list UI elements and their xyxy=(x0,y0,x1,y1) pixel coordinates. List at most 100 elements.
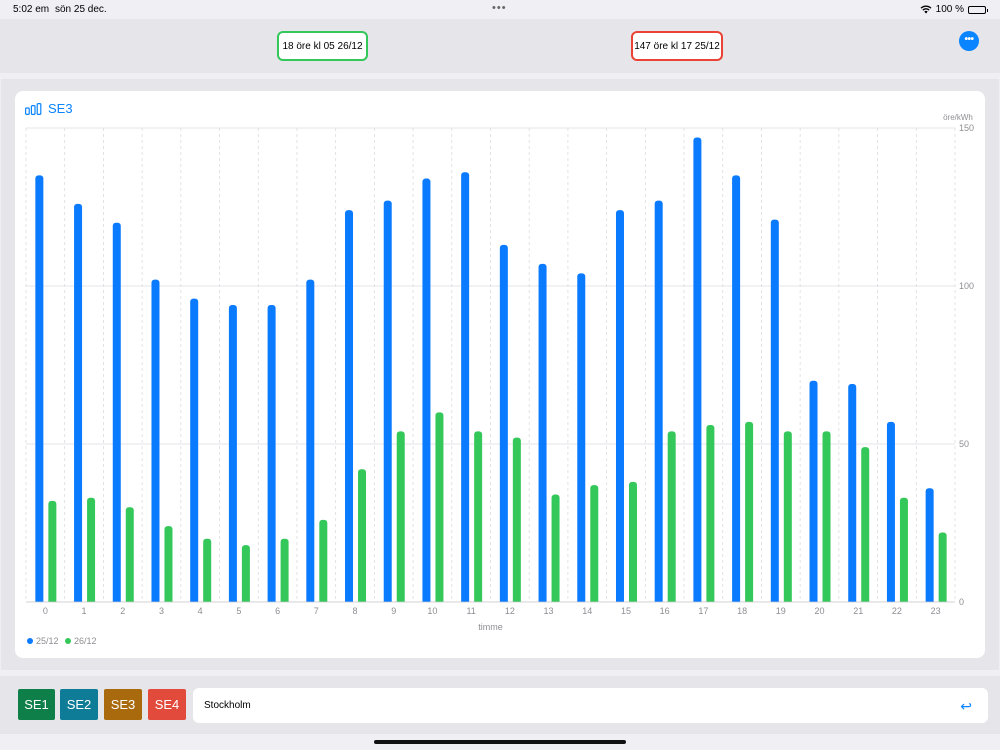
y-tick-label: 50 xyxy=(959,439,969,449)
min-price-badge: 18 öre kl 05 26/12 xyxy=(277,31,368,61)
region-button-se2[interactable]: SE2 xyxy=(60,689,98,720)
x-tick-label: 19 xyxy=(776,606,786,616)
bar-25-12-23 xyxy=(925,488,934,605)
bar-26-12-9 xyxy=(396,431,405,605)
x-tick-label: 5 xyxy=(236,606,241,616)
home-indicator[interactable] xyxy=(374,740,626,744)
legend-marker xyxy=(27,638,33,644)
bar-26-12-1 xyxy=(87,497,96,605)
bar-26-12-17 xyxy=(706,425,715,605)
baseline-mask xyxy=(26,602,955,606)
bar-25-12-4 xyxy=(190,298,199,605)
y-tick-label: 100 xyxy=(959,281,974,291)
bar-26-12-12 xyxy=(512,437,521,605)
status-bar: 5:02 em sön 25 dec. ••• 100 % xyxy=(0,0,1000,18)
x-tick-label: 13 xyxy=(544,606,554,616)
bar-26-12-0 xyxy=(48,500,57,605)
x-tick-label: 15 xyxy=(621,606,631,616)
bar-26-12-11 xyxy=(474,431,483,605)
bar-25-12-16 xyxy=(654,200,663,605)
bar-25-12-9 xyxy=(383,200,392,605)
bar-25-12-19 xyxy=(770,219,779,605)
city-input-value: Stockholm xyxy=(204,700,251,711)
bar-26-12-22 xyxy=(899,497,908,605)
max-price-badge: 147 öre kl 17 25/12 xyxy=(631,31,723,61)
y-tick-label: 150 xyxy=(959,123,974,133)
legend-label: 25/12 xyxy=(36,636,59,646)
battery-icon xyxy=(968,5,988,14)
bar-26-12-10 xyxy=(435,412,444,605)
legend-marker xyxy=(65,638,71,644)
x-tick-label: 22 xyxy=(892,606,902,616)
bar-25-12-2 xyxy=(112,222,121,606)
bar-25-12-15 xyxy=(615,210,624,605)
bar-25-12-18 xyxy=(732,175,741,605)
summary-panel: 18 öre kl 05 26/12 147 öre kl 17 25/12 •… xyxy=(0,19,1000,73)
bar-26-12-14 xyxy=(590,485,599,605)
x-tick-label: 18 xyxy=(737,606,747,616)
region-button-se4[interactable]: SE4 xyxy=(148,689,186,720)
region-button-se3[interactable]: SE3 xyxy=(104,689,142,720)
x-tick-label: 0 xyxy=(43,606,48,616)
bar-25-12-17 xyxy=(693,137,702,606)
bar-25-12-0 xyxy=(35,175,44,605)
x-tick-label: 20 xyxy=(815,606,825,616)
x-tick-label: 14 xyxy=(582,606,592,616)
bar-26-12-8 xyxy=(358,469,367,605)
x-tick-label: 17 xyxy=(698,606,708,616)
more-button[interactable]: ••• xyxy=(959,31,979,51)
bar-chart-icon xyxy=(25,102,42,115)
bar-25-12-3 xyxy=(151,279,160,605)
bar-26-12-2 xyxy=(125,507,134,605)
bar-25-12-12 xyxy=(499,244,508,606)
battery-percent: 100 % xyxy=(935,4,964,15)
bar-26-12-13 xyxy=(551,494,560,605)
bar-25-12-21 xyxy=(848,383,857,605)
legend-label: 26/12 xyxy=(74,636,97,646)
x-tick-label: 9 xyxy=(391,606,396,616)
chart-title: SE3 xyxy=(48,101,73,116)
bar-25-12-22 xyxy=(886,421,895,605)
bar-26-12-7 xyxy=(319,519,328,605)
bar-26-12-23 xyxy=(938,532,947,605)
bar-25-12-13 xyxy=(538,263,547,605)
y-tick-label: 0 xyxy=(959,597,964,607)
x-tick-label: 7 xyxy=(314,606,319,616)
multitasking-dots[interactable]: ••• xyxy=(492,2,507,14)
x-tick-label: 3 xyxy=(159,606,164,616)
x-axis-label: timme xyxy=(478,622,503,632)
bar-26-12-18 xyxy=(745,421,754,605)
return-icon[interactable]: ↩ xyxy=(960,698,972,714)
wifi-icon xyxy=(920,5,932,14)
chart-header: SE3 xyxy=(25,101,73,116)
bar-25-12-5 xyxy=(228,304,237,605)
region-button-se1[interactable]: SE1 xyxy=(18,689,55,720)
bar-25-12-14 xyxy=(577,273,586,605)
x-tick-label: 8 xyxy=(353,606,358,616)
status-time: 5:02 em xyxy=(13,4,50,15)
bar-25-12-8 xyxy=(345,210,354,605)
bar-26-12-3 xyxy=(164,526,173,605)
city-input[interactable]: Stockholm ↩ xyxy=(193,688,988,723)
x-tick-label: 21 xyxy=(853,606,863,616)
x-tick-label: 4 xyxy=(198,606,203,616)
bar-26-12-19 xyxy=(783,431,792,605)
x-tick-label: 1 xyxy=(82,606,87,616)
bar-26-12-6 xyxy=(280,538,289,605)
bar-26-12-5 xyxy=(241,545,250,605)
x-tick-label: 10 xyxy=(427,606,437,616)
bar-26-12-20 xyxy=(822,431,831,605)
bar-26-12-21 xyxy=(861,447,870,605)
status-right: 100 % xyxy=(920,4,988,15)
x-tick-label: 6 xyxy=(275,606,280,616)
bar-25-12-1 xyxy=(74,203,83,605)
status-date: sön 25 dec. xyxy=(55,4,107,15)
x-tick-label: 23 xyxy=(931,606,941,616)
bar-25-12-20 xyxy=(809,380,818,605)
bar-25-12-7 xyxy=(306,279,315,605)
x-tick-label: 12 xyxy=(505,606,515,616)
y-axis-label: öre/kWh xyxy=(943,113,973,122)
bar-26-12-16 xyxy=(667,431,676,605)
bar-25-12-11 xyxy=(461,172,470,606)
